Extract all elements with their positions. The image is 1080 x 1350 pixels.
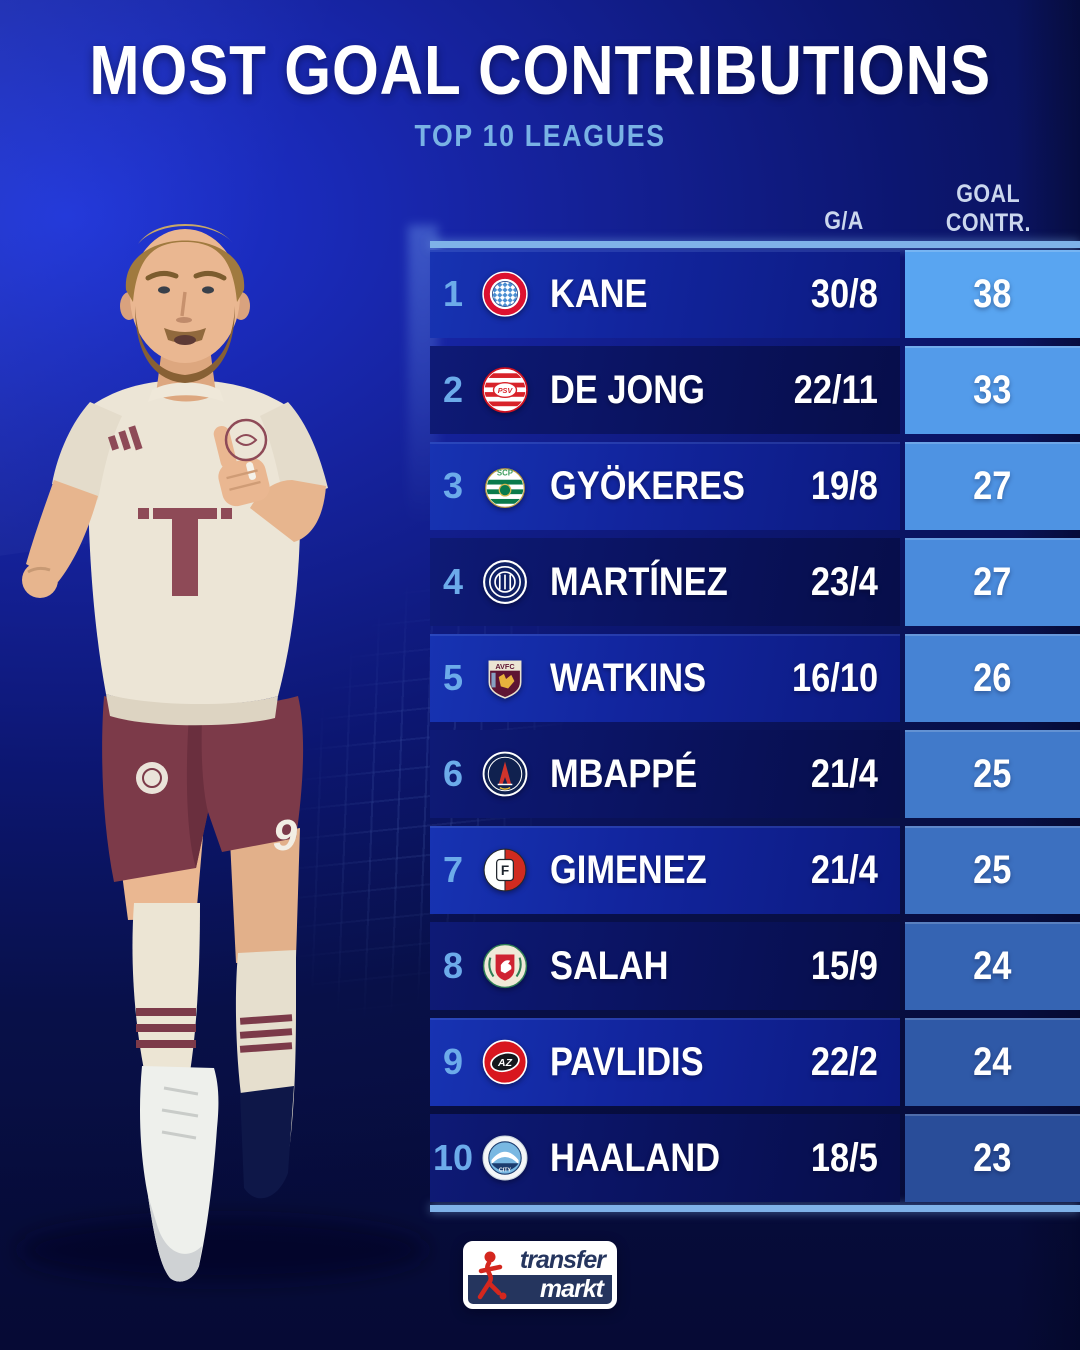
ga-value: 22/2 xyxy=(811,1039,878,1084)
az-alkmaar-badge-icon: AZ xyxy=(482,1018,528,1106)
table-row: 8 SALAH 15/9 24 xyxy=(430,922,1080,1010)
rank-label: 4 xyxy=(442,561,464,602)
goal-contr-cell: 26 xyxy=(905,634,1080,722)
ga-value: 15/9 xyxy=(811,943,878,988)
ga-value: 21/4 xyxy=(811,751,878,796)
ga-value: 23/4 xyxy=(811,559,878,604)
sporting-cp-badge-icon: SCP xyxy=(482,442,528,530)
feyenoord-badge-icon: F xyxy=(482,826,528,914)
svg-text:SCP: SCP xyxy=(497,469,513,478)
transfermarkt-logo-top-text: transfer xyxy=(519,1246,606,1274)
goal-contr-cell: 25 xyxy=(905,826,1080,914)
goal-contr-cell: 27 xyxy=(905,442,1080,530)
table-row: 5 AVFC WATKINS 16/10 26 xyxy=(430,634,1080,722)
column-header-ga: G/A xyxy=(824,207,864,235)
inter-milan-badge-icon xyxy=(482,538,528,626)
table-row: 2 PSV DE JONG 22/11 33 xyxy=(430,346,1080,434)
page-title: MOST GOAL CONTRIBUTIONS xyxy=(89,31,991,109)
table-header: G/A GOAL CONTR. xyxy=(430,180,1080,240)
goal-contr-cell: 25 xyxy=(905,730,1080,818)
psv-eindhoven-badge-icon: PSV xyxy=(482,346,528,434)
svg-text:PSV: PSV xyxy=(498,386,514,395)
goal-contr-cell: 33 xyxy=(905,346,1080,434)
rank-label: 7 xyxy=(442,849,464,890)
svg-text:CITY: CITY xyxy=(499,1168,511,1174)
bayern-munich-badge-icon xyxy=(482,250,528,338)
goal-contr-cell: 23 xyxy=(905,1114,1080,1202)
table-row: 7 F GIMENEZ 21/4 25 xyxy=(430,826,1080,914)
ranking-table: 1 KANE 30/8 38 2 PSV DE JONG 22/11 33 xyxy=(430,250,1080,1210)
transfermarkt-player-icon xyxy=(477,1251,507,1300)
player-name: PAVLIDIS xyxy=(550,1039,704,1084)
rank-label: 10 xyxy=(432,1137,474,1178)
player-name: KANE xyxy=(550,271,648,316)
table-bottom-border xyxy=(430,1205,1080,1212)
svg-text:AVFC: AVFC xyxy=(495,662,515,671)
ga-value: 16/10 xyxy=(791,655,878,700)
player-name: WATKINS xyxy=(550,655,707,700)
goal-contr-cell: 27 xyxy=(905,538,1080,626)
rank-label: 6 xyxy=(442,753,464,794)
column-header-goal-contr: GOAL CONTR. xyxy=(945,180,1031,237)
transfermarkt-logo: transfer markt xyxy=(463,1241,617,1309)
aston-villa-badge-icon: AVFC xyxy=(482,634,528,722)
rank-label: 9 xyxy=(442,1041,464,1082)
player-name: MBAPPÉ xyxy=(550,751,698,796)
table-row: 9 AZ PAVLIDIS 22/2 24 xyxy=(430,1018,1080,1106)
rank-label: 3 xyxy=(442,465,464,506)
ga-value: 19/8 xyxy=(811,463,878,508)
ga-value: 30/8 xyxy=(811,271,878,316)
player-photo-harry-kane: 9 xyxy=(18,224,428,1282)
table-top-border xyxy=(430,241,1080,248)
table-row: 4 MARTÍNEZ 23/4 27 xyxy=(430,538,1080,626)
psg-badge-icon xyxy=(482,730,528,818)
svg-text:AZ: AZ xyxy=(497,1058,513,1069)
player-name: MARTÍNEZ xyxy=(550,559,728,604)
player-name: GYÖKERES xyxy=(550,463,745,508)
table-row: 10 CITY HAALAND 18/5 23 xyxy=(430,1114,1080,1202)
rank-label: 5 xyxy=(442,657,464,698)
player-name: DE JONG xyxy=(550,367,705,412)
player-name: SALAH xyxy=(550,943,669,988)
manchester-city-badge-icon: CITY xyxy=(482,1114,528,1202)
player-name: HAALAND xyxy=(550,1135,721,1180)
ga-value: 18/5 xyxy=(811,1135,878,1180)
liverpool-badge-icon xyxy=(482,922,528,1010)
table-row: 1 KANE 30/8 38 xyxy=(430,250,1080,338)
svg-text:9: 9 xyxy=(273,811,298,860)
goal-contr-cell: 38 xyxy=(905,250,1080,338)
page-subtitle: TOP 10 LEAGUES xyxy=(414,118,666,153)
table-row: 3 SCP GYÖKERES 19/8 27 xyxy=(430,442,1080,530)
goal-contr-cell: 24 xyxy=(905,922,1080,1010)
rank-label: 2 xyxy=(442,369,464,410)
goal-contr-cell: 24 xyxy=(905,1018,1080,1106)
transfermarkt-logo-bottom-text: markt xyxy=(539,1275,604,1303)
ga-value: 21/4 xyxy=(811,847,878,892)
rank-label: 1 xyxy=(442,273,464,314)
ga-value: 22/11 xyxy=(793,367,878,412)
player-name: GIMENEZ xyxy=(550,847,707,892)
rank-label: 8 xyxy=(442,945,464,986)
svg-text:F: F xyxy=(501,863,509,878)
table-row: 6 MBAPPÉ 21/4 25 xyxy=(430,730,1080,818)
